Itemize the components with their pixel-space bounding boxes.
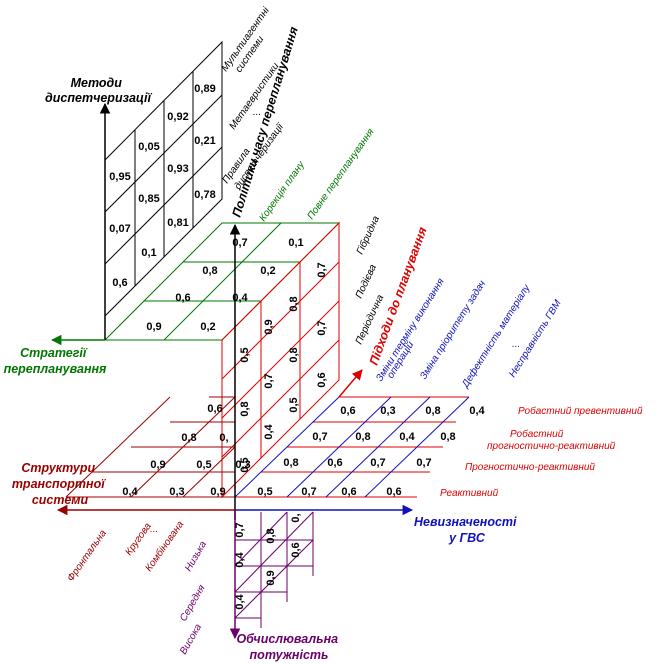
strategy-label: Повне перепланування bbox=[305, 126, 376, 221]
cell-value: 0,07 bbox=[109, 223, 130, 235]
cell-value: 0,4 bbox=[399, 431, 415, 443]
cell-value: 0,4 bbox=[232, 292, 248, 304]
cell-value: 0, bbox=[219, 432, 228, 444]
policy-grid-values: 0,7 0,8 0,7 0,9 0,8 0,5 0,7 0,5 0,8 0,4 … bbox=[239, 262, 328, 472]
cell-value: 0,7 bbox=[316, 320, 328, 335]
cell-value: 0,8 bbox=[440, 431, 455, 443]
approach-grid-values: 0,6 0,3 0,8 0,4 0,7 0,8 0,4 0,8 0,8 0,6 … bbox=[257, 405, 485, 498]
cell-value: 0,6 bbox=[316, 372, 328, 387]
cell-value: 0,8 bbox=[202, 265, 217, 277]
strategy-grid-values: 0,7 0,1 0,8 0,2 0,6 0,4 0,9 0,2 bbox=[146, 237, 303, 333]
approach-label: Прогностично-реактивний bbox=[465, 462, 595, 473]
cell-value: 0,21 bbox=[194, 135, 215, 147]
cell-value: 0,78 bbox=[194, 189, 215, 201]
cell-value: 0,4 bbox=[122, 486, 138, 498]
cell-value: 0,8 bbox=[288, 296, 300, 311]
cell-value: 0,6 bbox=[341, 486, 356, 498]
cell-value: 0,6 bbox=[340, 405, 355, 417]
cell-value: 0,3 bbox=[169, 486, 184, 498]
policy-grid bbox=[221, 221, 340, 499]
cell-value: 0,81 bbox=[167, 217, 188, 229]
cell-value: 0,8 bbox=[288, 347, 300, 362]
cell-value: 0,2 bbox=[260, 265, 275, 277]
cell-value: 0,7 bbox=[312, 431, 327, 443]
structure-grid-values: 0,6 0,8 0, 0,9 0,5 0,3 0,4 0,3 0,9 bbox=[122, 403, 250, 498]
cell-value: 0,3 bbox=[380, 405, 395, 417]
structure-label: ... bbox=[150, 524, 158, 535]
cell-value: 0,7 bbox=[232, 237, 247, 249]
cell-value: 0,6 bbox=[290, 542, 302, 557]
cell-value: 0,5 bbox=[196, 459, 211, 471]
policy-label: Гібридна bbox=[354, 214, 382, 257]
cell-value: 0,4 bbox=[469, 405, 485, 417]
cell-value: 0,8 bbox=[355, 431, 370, 443]
cell-value: 0,89 bbox=[194, 83, 215, 95]
approach-label: Робастний превентивний bbox=[518, 405, 643, 417]
approaches-grid bbox=[234, 396, 470, 498]
cell-value: 0,93 bbox=[167, 163, 188, 175]
cell-value: 0,8 bbox=[181, 432, 196, 444]
power-labels: Низька Середня Висока bbox=[178, 539, 209, 656]
approach-labels: Робастний превентивний Робастний прогнос… bbox=[440, 405, 643, 499]
uncertainties-axis-title: Невизначеності у ГВС bbox=[414, 515, 520, 545]
strategy-label: Корекція плану bbox=[257, 159, 307, 224]
methods-grid-values: 0,95 0,05 0,92 0,89 0,07 0,85 0,93 0,21 … bbox=[109, 83, 215, 289]
cell-value: 0,6 bbox=[207, 403, 222, 415]
methods-axis-title: Методи диспетчеризації bbox=[45, 76, 152, 105]
structure-labels: Фронтальна Кругова ... Комбінована bbox=[65, 518, 186, 583]
cell-value: 0,8 bbox=[239, 401, 251, 416]
cell-value: 0,95 bbox=[109, 171, 130, 183]
cell-value: 0,8 bbox=[425, 405, 440, 417]
cell-value: 0,5 bbox=[288, 397, 300, 412]
cell-value: 0,1 bbox=[288, 237, 303, 249]
cell-value: 0,9 bbox=[265, 570, 277, 585]
cell-value: 0,5 bbox=[239, 347, 251, 362]
strategies-axis-title: Стратегії перепланування bbox=[4, 346, 107, 376]
cell-value: 0,7 bbox=[263, 373, 275, 388]
uncertainty-label: ... bbox=[512, 339, 520, 350]
cell-value: 0,4 bbox=[234, 593, 246, 609]
structure-grid bbox=[65, 396, 236, 498]
cell-value: 0,8 bbox=[283, 457, 298, 469]
cell-value: 0,5 bbox=[257, 486, 272, 498]
cell-value: 0,4 bbox=[263, 423, 275, 439]
approach-label: Робастний bbox=[510, 428, 564, 440]
cell-value: 0, bbox=[290, 513, 302, 522]
cell-value: 0,7 bbox=[370, 457, 385, 469]
power-grid bbox=[234, 511, 314, 628]
power-label: Висока bbox=[178, 622, 204, 657]
cell-value: 0,9 bbox=[210, 486, 225, 498]
cell-value: 0,8 bbox=[265, 528, 277, 543]
cell-value: 0,1 bbox=[141, 247, 156, 259]
cell-value: 0,5 bbox=[239, 457, 251, 472]
cell-value: 0,4 bbox=[234, 551, 246, 567]
approach-label: Реактивний bbox=[440, 488, 499, 499]
methods-label: ... bbox=[253, 107, 261, 118]
power-grid-values: 0,7 0, 0,4 0,8 0,6 0,4 0,9 bbox=[234, 513, 302, 609]
approach-label: прогностично-реактивний bbox=[487, 441, 616, 452]
cell-value: 0,92 bbox=[167, 111, 188, 123]
cell-value: 0,7 bbox=[301, 486, 316, 498]
cell-value: 0,9 bbox=[146, 321, 161, 333]
power-label: Середня bbox=[178, 583, 208, 624]
cell-value: 0,85 bbox=[138, 193, 159, 205]
cell-value: 0,9 bbox=[150, 459, 165, 471]
cell-value: 0,2 bbox=[200, 321, 215, 333]
cell-value: 0,6 bbox=[386, 486, 401, 498]
structures-axis-title: Структури транспортної системи bbox=[12, 461, 108, 507]
cell-value: 0,7 bbox=[416, 457, 431, 469]
cell-value: 0,6 bbox=[112, 277, 127, 289]
power-label: Низька bbox=[183, 539, 209, 573]
cell-value: 0,7 bbox=[316, 262, 328, 277]
approaches-axis bbox=[338, 369, 363, 398]
cell-value: 0,7 bbox=[234, 522, 246, 537]
cell-value: 0,05 bbox=[138, 141, 159, 153]
cell-value: 0,6 bbox=[327, 457, 342, 469]
structure-label: Фронтальна bbox=[65, 528, 109, 584]
cell-value: 0,3 bbox=[235, 459, 250, 471]
cell-value: 0,6 bbox=[175, 292, 190, 304]
cell-value: 0,9 bbox=[263, 319, 275, 334]
power-axis-title: Обчислювальна потужність bbox=[236, 632, 341, 662]
